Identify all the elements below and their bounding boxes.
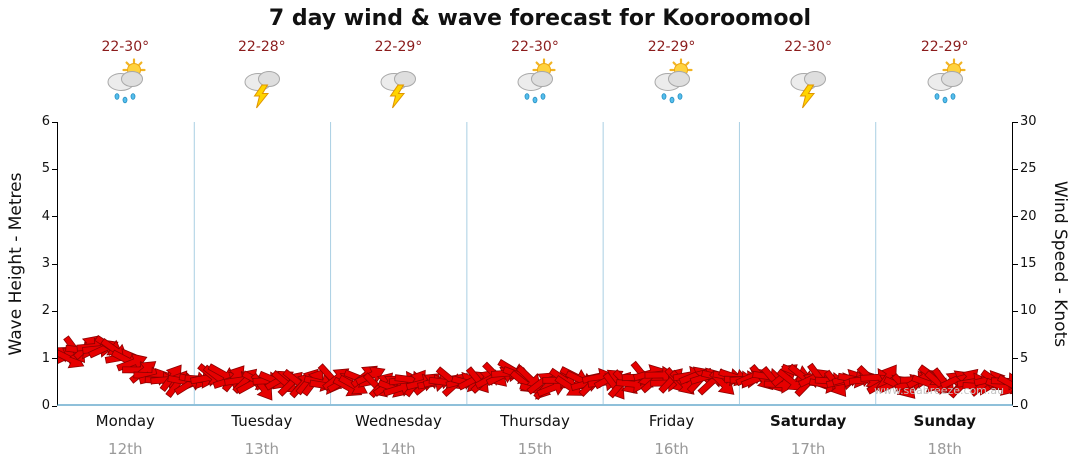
left-axis-tick xyxy=(52,405,57,407)
chart-plot-area: www.seabreeze.com.au xyxy=(57,122,1013,406)
right-axis-tick xyxy=(1013,121,1018,123)
weather-icon-sun-cloud-rain xyxy=(467,58,604,112)
right-axis-tick-label: 25 xyxy=(1020,161,1037,177)
temperature-range: 22-30° xyxy=(101,39,150,55)
date-label: 14th xyxy=(381,440,416,458)
weather-icon-sun-cloud-rain xyxy=(603,58,740,112)
right-axis-tick xyxy=(1013,168,1018,170)
date-label: 12th xyxy=(108,440,143,458)
temperature-range: 22-28° xyxy=(238,39,286,55)
wind-wave-arrow xyxy=(996,374,1012,395)
right-axis-tick-label: 5 xyxy=(1020,350,1029,366)
date-label: 15th xyxy=(517,440,553,458)
left-axis-tick xyxy=(52,168,57,170)
right-axis-tick xyxy=(1013,405,1018,407)
left-axis-tick-label: 0 xyxy=(41,398,50,413)
left-axis-tick-label: 5 xyxy=(41,161,50,177)
left-axis-tick xyxy=(52,216,57,218)
right-axis-tick xyxy=(1013,358,1018,360)
left-axis-tick-label: 3 xyxy=(41,256,50,271)
left-axis-tick xyxy=(52,121,57,123)
right-axis-tick xyxy=(1013,310,1018,312)
day-label: Thursday xyxy=(500,412,570,430)
weather-icon-cloud-lightning xyxy=(194,58,331,112)
weather-icon-sun-cloud-rain xyxy=(876,58,1013,112)
day-label: Saturday xyxy=(769,412,847,430)
temperature-range: 22-30° xyxy=(511,39,559,55)
temperature-range: 22-29° xyxy=(647,39,696,55)
right-axis-tick-label: 10 xyxy=(1020,303,1037,319)
weather-icon-sun-cloud-rain xyxy=(57,58,194,112)
date-label: 17th xyxy=(790,440,826,458)
right-axis-tick xyxy=(1013,263,1018,265)
left-axis-tick xyxy=(52,310,57,312)
watermark: www.seabreeze.com.au xyxy=(874,384,1004,397)
right-axis-tick-label: 0 xyxy=(1020,398,1029,413)
temperature-range: 22-30° xyxy=(784,39,832,55)
left-axis-tick-label: 1 xyxy=(41,350,50,366)
day-label: Monday xyxy=(95,412,155,430)
day-label: Friday xyxy=(648,412,695,430)
date-label: 18th xyxy=(927,440,962,458)
wind-wave-arrow xyxy=(776,368,804,391)
weather-icon-cloud-lightning xyxy=(330,58,467,112)
date-label: 16th xyxy=(654,440,689,458)
right-axis-tick xyxy=(1013,216,1018,218)
day-label: Wednesday xyxy=(355,412,442,430)
right-axis-tick-label: 30 xyxy=(1020,114,1037,129)
left-axis-tick-label: 6 xyxy=(41,114,50,129)
left-axis-tick xyxy=(52,263,57,265)
day-label: Sunday xyxy=(913,412,976,430)
day-label: Tuesday xyxy=(231,412,293,430)
weather-icon-cloud-lightning xyxy=(740,58,877,112)
temperature-range: 22-29° xyxy=(374,39,423,55)
left-axis-tick xyxy=(52,358,57,360)
temperature-range: 22-29° xyxy=(920,39,969,55)
left-axis-tick-label: 2 xyxy=(41,303,50,319)
left-axis-tick-label: 4 xyxy=(41,208,50,224)
page-title: 7 day wind & wave forecast for Kooroomoo… xyxy=(268,6,812,31)
right-axis-tick-label: 20 xyxy=(1020,208,1037,224)
wave-wind-chart: www.seabreeze.com.au xyxy=(58,122,1012,404)
date-label: 13th xyxy=(244,440,280,458)
right-axis-tick-label: 15 xyxy=(1020,256,1037,271)
